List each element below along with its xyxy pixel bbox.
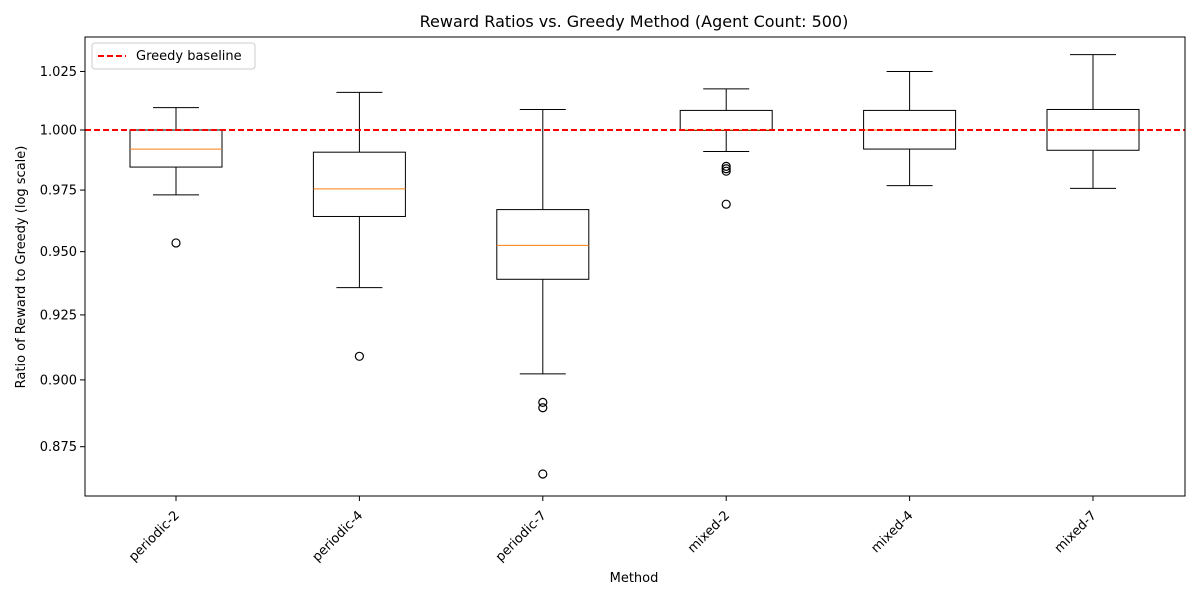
legend-box [91, 42, 256, 70]
plot-frame [84, 36, 1186, 497]
outlier-point [538, 469, 548, 479]
x-axis-label: Method [610, 571, 659, 586]
outlier-point [354, 351, 364, 361]
y-tick-label: 1.025 [40, 65, 77, 80]
outlier-point [171, 238, 181, 248]
outlier-point [721, 166, 731, 176]
legend-baseline-label: Greedy baseline [136, 49, 242, 64]
box-iqr [312, 151, 406, 217]
outlier-point [721, 164, 731, 174]
y-tick-label: 0.875 [40, 440, 77, 455]
outlier-point [538, 397, 548, 407]
chart-title: Reward Ratios vs. Greedy Method (Agent C… [420, 12, 849, 31]
legend: Greedy baseline [91, 42, 256, 70]
y-tick-label: 0.900 [40, 373, 77, 388]
outlier-point [721, 161, 731, 171]
y-axis-label: Ratio of Reward to Greedy (log scale) [14, 146, 29, 389]
outlier-point [721, 199, 731, 209]
y-tick-label: 0.950 [40, 245, 77, 260]
outlier-point [538, 403, 548, 413]
y-tick-label: 1.000 [40, 124, 77, 139]
y-tick-label: 0.925 [40, 308, 77, 323]
y-tick-label: 0.975 [40, 184, 77, 199]
box-iqr [496, 209, 590, 280]
